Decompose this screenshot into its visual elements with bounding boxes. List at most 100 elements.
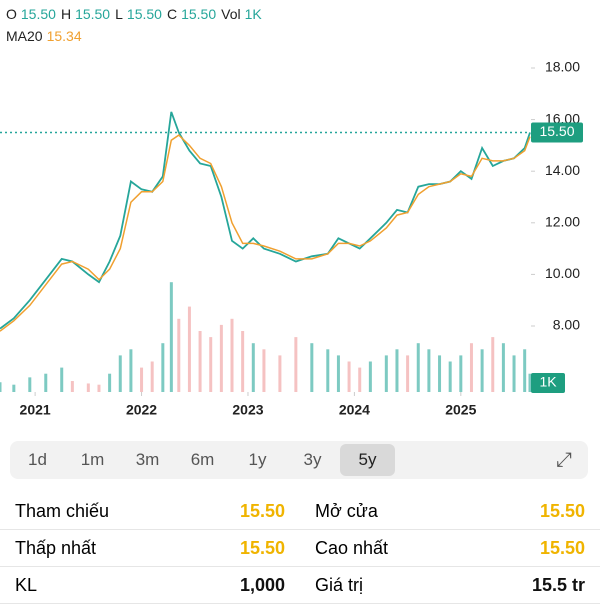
stat-value: 15.50 — [239, 500, 285, 521]
range-tab[interactable]: 5y — [340, 444, 395, 476]
volume-bar — [448, 361, 452, 392]
volume-bar — [219, 324, 223, 392]
volume-bar — [169, 282, 173, 392]
stat-cell: Tham chiếu 15.50 — [0, 493, 300, 530]
volume-bar — [12, 384, 16, 392]
volume-bar — [523, 349, 527, 392]
ohlc-value: 15.50 — [181, 6, 216, 22]
x-tick-label: 2022 — [126, 402, 157, 418]
volume-bar — [491, 337, 495, 392]
volume-bar — [70, 381, 74, 392]
stat-label: Thấp nhất — [15, 537, 97, 558]
ohlc: O 15.50 H 15.50 L 15.50 C 15.50 Vol 1K — [6, 6, 262, 22]
y-tick-label: 10.00 — [545, 265, 580, 281]
volume-bar — [177, 318, 181, 392]
stat-value: 15.50 — [539, 500, 585, 521]
volume-bar — [150, 361, 154, 392]
volume-bar — [198, 331, 202, 392]
stat-label: Tham chiếu — [15, 500, 110, 521]
stat-cell: Cao nhất 15.50 — [300, 530, 600, 567]
stat-label: Mở cửa — [315, 500, 378, 521]
volume-bar — [294, 337, 298, 392]
volume-bar — [140, 367, 144, 392]
volume-bar — [528, 373, 532, 392]
ohlc-key: Vol — [221, 6, 240, 22]
volume-bar — [251, 343, 255, 392]
x-tick-label: 2021 — [20, 402, 51, 418]
volume-bar — [187, 306, 191, 392]
range-tab[interactable]: 1d — [28, 450, 47, 469]
volume-bar — [395, 349, 399, 392]
volume-bar — [336, 355, 340, 392]
volume-bar — [241, 331, 245, 392]
ohlc-value: 15.50 — [75, 6, 110, 22]
stat-label: Cao nhất — [315, 537, 389, 558]
volume-bar — [384, 355, 388, 392]
stats-row: Thấp nhất 15.50 Cao nhất 15.50 — [0, 530, 600, 567]
volume-bar — [310, 343, 314, 392]
volume-bar — [469, 343, 473, 392]
volume-bar — [480, 349, 484, 392]
volume-bar — [427, 349, 431, 392]
volume-bar — [0, 382, 2, 392]
volume-bar — [459, 355, 463, 392]
volume-bar — [347, 361, 351, 392]
y-tick-label: 12.00 — [545, 214, 580, 230]
volume-bar — [44, 373, 48, 392]
volume-bar — [262, 349, 266, 392]
stat-value: 15.50 — [539, 537, 585, 558]
range-tab[interactable]: 3m — [135, 450, 160, 469]
volume-bar — [86, 383, 90, 392]
y-tick-label: 8.00 — [553, 317, 580, 333]
volume-bar — [118, 355, 122, 392]
ohlc-key: L — [115, 6, 123, 22]
y-tick-label: 16.00 — [545, 110, 580, 126]
price-line — [0, 111, 531, 330]
range-tab[interactable]: 6m — [190, 450, 215, 469]
volume-bar — [368, 361, 372, 392]
stats-row: Tham chiếu 15.50 Mở cửa 15.50 — [0, 493, 600, 530]
volume-bar — [512, 355, 516, 392]
y-tick-label: 14.00 — [545, 162, 580, 178]
ma-label: MA20 15.34 — [6, 28, 82, 44]
range-tabs: 1d 1m 3m 6m 1y 3y 5y ⤢ — [10, 441, 588, 479]
stat-cell: Thấp nhất 15.50 — [0, 530, 300, 567]
range-tab[interactable]: 1y — [248, 450, 267, 469]
ohlc-value: 15.50 — [21, 6, 56, 22]
ohlc-key: C — [167, 6, 177, 22]
stats-table: Tham chiếu 15.50 Mở cửa 15.50 Thấp nhất 15.50… — [0, 493, 600, 604]
ohlc-value: 15.50 — [127, 6, 162, 22]
expand-icon[interactable]: ⤢ — [556, 449, 572, 471]
ohlc-value: 1K — [245, 6, 263, 22]
volume-bar — [278, 355, 282, 392]
x-tick-label: 2024 — [339, 402, 370, 418]
volume-bar — [438, 355, 442, 392]
range-tab[interactable]: 3y — [303, 450, 322, 469]
stat-label: Giá trị — [315, 574, 364, 595]
range-tab[interactable]: 1m — [80, 450, 105, 469]
last-price-label: 15.50 — [539, 123, 574, 139]
ma-value: 15.34 — [47, 28, 82, 44]
last-price-box — [531, 122, 583, 143]
stat-value: 1,000 — [239, 574, 285, 595]
stat-value: 15.50 — [239, 537, 285, 558]
ma-line — [0, 134, 531, 332]
volume-bar — [28, 377, 32, 392]
x-tick-label: 2023 — [232, 402, 263, 418]
stat-label: KL — [15, 574, 38, 595]
volume-bar — [416, 343, 420, 392]
volume-bar — [326, 349, 330, 392]
ohlc-key: O — [6, 6, 17, 22]
ma-key: MA20 — [6, 28, 43, 44]
stat-cell: KL 1,000 — [0, 567, 300, 604]
volume-bar — [209, 337, 213, 392]
x-tick-label: 2025 — [445, 402, 476, 418]
volume-bar — [358, 367, 362, 392]
stats-row: KL 1,000 Giá trị 15.5 tr — [0, 567, 600, 604]
y-tick-label: 18.00 — [545, 59, 580, 75]
volume-bar — [129, 349, 133, 392]
stat-cell: Giá trị 15.5 tr — [300, 567, 600, 604]
